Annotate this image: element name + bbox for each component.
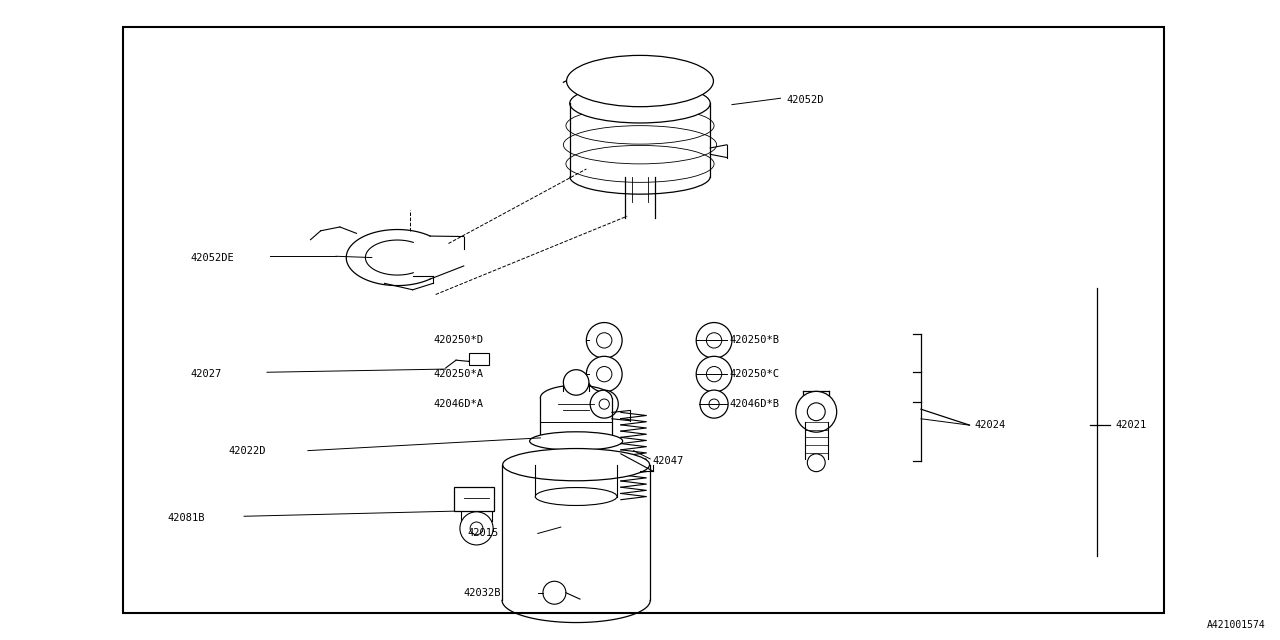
Text: 420250*D: 420250*D bbox=[433, 335, 483, 346]
Ellipse shape bbox=[470, 522, 483, 535]
Ellipse shape bbox=[570, 84, 710, 123]
Ellipse shape bbox=[707, 333, 722, 348]
Bar bbox=[123, 27, 1164, 613]
Ellipse shape bbox=[707, 367, 722, 382]
Ellipse shape bbox=[586, 356, 622, 392]
Text: 42081B: 42081B bbox=[168, 513, 205, 522]
Ellipse shape bbox=[563, 370, 589, 395]
Text: 42021: 42021 bbox=[1115, 420, 1147, 430]
Ellipse shape bbox=[590, 390, 618, 418]
Text: 42052DE: 42052DE bbox=[191, 253, 234, 262]
Text: 42027: 42027 bbox=[191, 369, 221, 379]
Ellipse shape bbox=[696, 323, 732, 358]
Text: 420250*A: 420250*A bbox=[433, 369, 483, 379]
Ellipse shape bbox=[567, 56, 713, 107]
Ellipse shape bbox=[460, 512, 493, 545]
Ellipse shape bbox=[808, 403, 826, 420]
Text: 42052D: 42052D bbox=[787, 95, 824, 105]
Text: 42047: 42047 bbox=[653, 456, 684, 467]
Text: 420250*B: 420250*B bbox=[730, 335, 780, 346]
Ellipse shape bbox=[596, 333, 612, 348]
Text: 42024: 42024 bbox=[974, 420, 1006, 430]
Text: 420250*C: 420250*C bbox=[730, 369, 780, 379]
Bar bbox=[468, 353, 489, 365]
Text: 42046D*B: 42046D*B bbox=[730, 399, 780, 409]
Ellipse shape bbox=[596, 367, 612, 382]
Ellipse shape bbox=[796, 392, 837, 432]
Ellipse shape bbox=[503, 449, 649, 481]
Bar bbox=[453, 487, 494, 511]
Ellipse shape bbox=[696, 356, 732, 392]
Ellipse shape bbox=[543, 581, 566, 604]
Text: A421001574: A421001574 bbox=[1207, 620, 1266, 630]
Ellipse shape bbox=[535, 488, 617, 506]
Ellipse shape bbox=[599, 399, 609, 409]
Ellipse shape bbox=[700, 390, 728, 418]
Ellipse shape bbox=[530, 432, 622, 451]
Ellipse shape bbox=[586, 323, 622, 358]
Ellipse shape bbox=[808, 454, 826, 472]
Ellipse shape bbox=[709, 399, 719, 409]
Text: 42015: 42015 bbox=[467, 529, 499, 538]
Text: 42032B: 42032B bbox=[463, 588, 502, 598]
Text: 42046D*A: 42046D*A bbox=[433, 399, 483, 409]
Text: 42022D: 42022D bbox=[229, 445, 266, 456]
